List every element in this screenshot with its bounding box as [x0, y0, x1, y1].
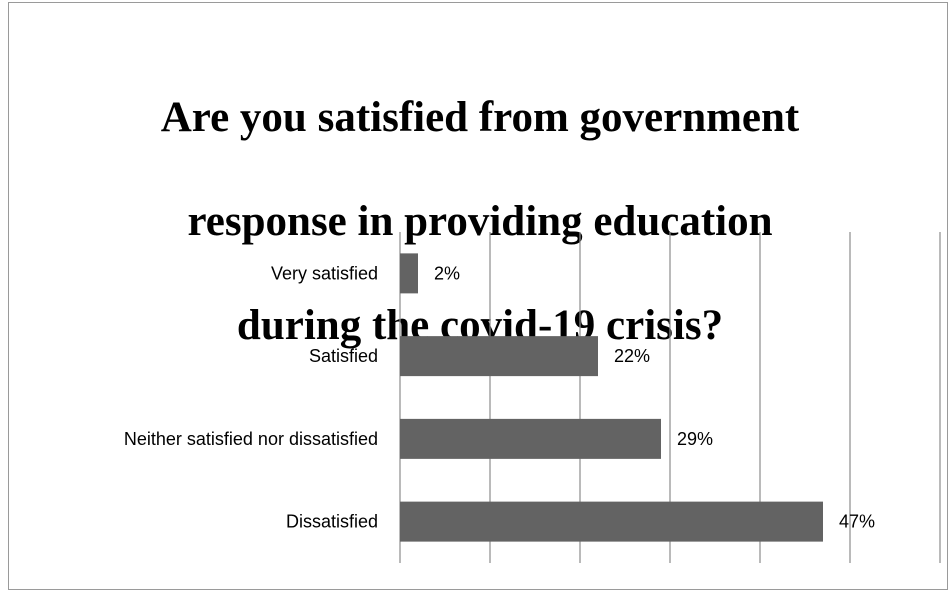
data-label-1: 2% [434, 263, 460, 283]
bar-1 [400, 253, 418, 294]
bars [400, 253, 823, 542]
category-label-2: Satisfied [309, 346, 378, 366]
data-label-2: 22% [614, 346, 650, 366]
chart-frame [8, 2, 948, 590]
labels: Very satisfied 2% Satisfied 22% Neither sati… [124, 263, 875, 531]
category-label-1: Very satisfied [271, 263, 378, 283]
bar-2 [400, 336, 598, 377]
data-label-3: 29% [677, 429, 713, 449]
bar-4 [400, 501, 823, 542]
bar-3 [400, 418, 661, 459]
category-label-3: Neither satisfied nor dissatisfied [124, 429, 378, 449]
data-label-4: 47% [839, 512, 875, 532]
chart-title: Are you satisfied from government respon… [60, 40, 900, 352]
category-label-4: Dissatisfied [286, 512, 378, 532]
chart-title-line-2: response in providing education [187, 198, 773, 245]
chart-title-line-1: Are you satisfied from government [160, 94, 800, 141]
